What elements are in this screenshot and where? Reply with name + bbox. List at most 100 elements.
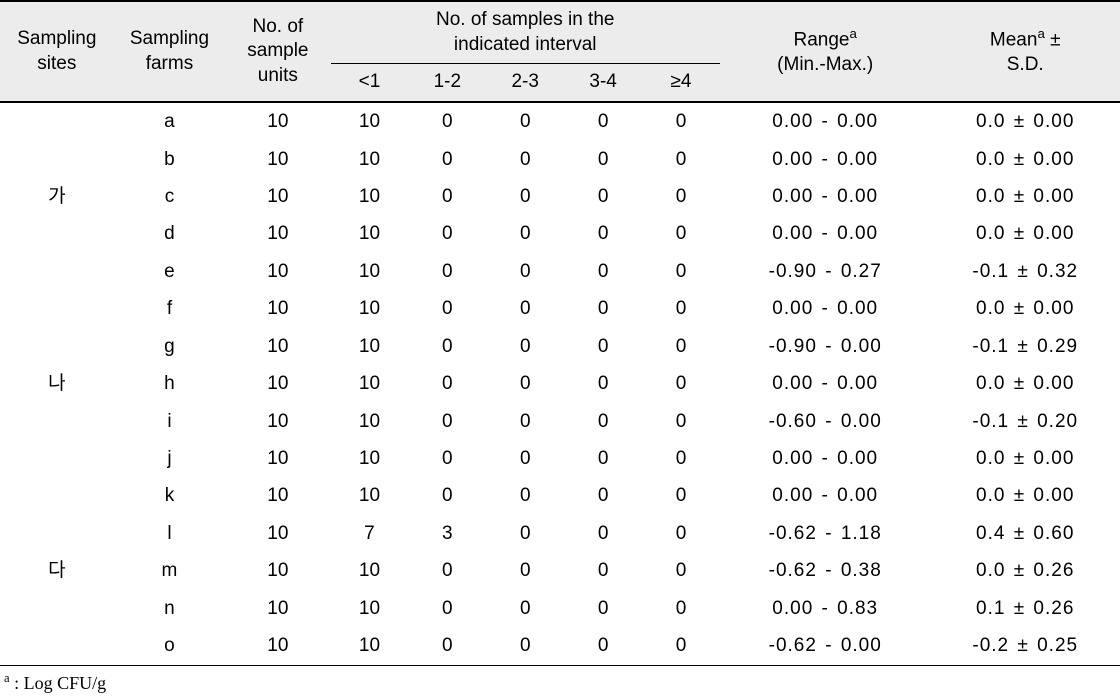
cell-range: -0.62 - 0.00 — [720, 627, 931, 665]
cell-int-4: 0 — [642, 253, 720, 290]
cell-int-1: 0 — [408, 403, 486, 440]
cell-int-1: 0 — [408, 141, 486, 178]
cell-farm: i — [114, 403, 226, 440]
cell-int-4: 0 — [642, 290, 720, 327]
cell-int-0: 10 — [331, 178, 409, 215]
table-row: l1073000-0.62 - 1.180.4 ± 0.60 — [0, 515, 1120, 552]
cell-int-1: 0 — [408, 440, 486, 477]
table-row: 나h101000000.00 - 0.000.0 ± 0.00 — [0, 365, 1120, 402]
cell-int-0: 10 — [331, 477, 409, 514]
cell-mean: 0.1 ± 0.26 — [930, 590, 1120, 627]
cell-range: 0.00 - 0.00 — [720, 440, 931, 477]
cell-site — [0, 477, 114, 514]
cell-site — [0, 440, 114, 477]
cell-site — [0, 403, 114, 440]
cell-farm: k — [114, 477, 226, 514]
cell-range: 0.00 - 0.00 — [720, 178, 931, 215]
table-row: a101000000.00 - 0.000.0 ± 0.00 — [0, 102, 1120, 140]
cell-int-3: 0 — [564, 178, 642, 215]
cell-site — [0, 627, 114, 665]
cell-site — [0, 515, 114, 552]
cell-range: 0.00 - 0.00 — [720, 215, 931, 252]
cell-int-2: 0 — [486, 590, 564, 627]
cell-farm: l — [114, 515, 226, 552]
cell-int-0: 10 — [331, 290, 409, 327]
cell-site — [0, 253, 114, 290]
cell-units: 10 — [225, 477, 330, 514]
cell-farm: m — [114, 552, 226, 589]
cell-units: 10 — [225, 102, 330, 140]
cell-mean: 0.0 ± 0.26 — [930, 552, 1120, 589]
cell-int-4: 0 — [642, 141, 720, 178]
cell-farm: d — [114, 215, 226, 252]
cell-range: -0.62 - 0.38 — [720, 552, 931, 589]
table-row: n101000000.00 - 0.830.1 ± 0.26 — [0, 590, 1120, 627]
table-row: d101000000.00 - 0.000.0 ± 0.00 — [0, 215, 1120, 252]
cell-int-0: 10 — [331, 215, 409, 252]
cell-int-3: 0 — [564, 552, 642, 589]
cell-range: -0.60 - 0.00 — [720, 403, 931, 440]
cell-int-0: 7 — [331, 515, 409, 552]
cell-int-0: 10 — [331, 403, 409, 440]
table-row: j101000000.00 - 0.000.0 ± 0.00 — [0, 440, 1120, 477]
cell-int-1: 0 — [408, 102, 486, 140]
cell-int-4: 0 — [642, 328, 720, 365]
cell-int-1: 0 — [408, 253, 486, 290]
cell-int-1: 0 — [408, 590, 486, 627]
cell-farm: f — [114, 290, 226, 327]
cell-int-2: 0 — [486, 253, 564, 290]
col-int-3: 3-4 — [564, 64, 642, 102]
cell-int-3: 0 — [564, 440, 642, 477]
cell-int-1: 0 — [408, 328, 486, 365]
cell-units: 10 — [225, 590, 330, 627]
cell-int-1: 0 — [408, 215, 486, 252]
cell-mean: 0.0 ± 0.00 — [930, 178, 1120, 215]
cell-int-0: 10 — [331, 328, 409, 365]
cell-int-2: 0 — [486, 141, 564, 178]
cell-int-1: 0 — [408, 290, 486, 327]
cell-int-2: 0 — [486, 102, 564, 140]
cell-int-3: 0 — [564, 365, 642, 402]
cell-int-3: 0 — [564, 627, 642, 665]
cell-units: 10 — [225, 440, 330, 477]
cell-range: -0.90 - 0.00 — [720, 328, 931, 365]
cell-site — [0, 215, 114, 252]
cell-range: -0.62 - 1.18 — [720, 515, 931, 552]
cell-units: 10 — [225, 403, 330, 440]
cell-int-4: 0 — [642, 515, 720, 552]
cell-range: 0.00 - 0.00 — [720, 102, 931, 140]
cell-farm: a — [114, 102, 226, 140]
cell-mean: 0.0 ± 0.00 — [930, 215, 1120, 252]
cell-int-3: 0 — [564, 477, 642, 514]
cell-units: 10 — [225, 253, 330, 290]
cell-mean: -0.2 ± 0.25 — [930, 627, 1120, 665]
cell-int-0: 10 — [331, 627, 409, 665]
cell-int-2: 0 — [486, 290, 564, 327]
cell-mean: 0.0 ± 0.00 — [930, 141, 1120, 178]
cell-units: 10 — [225, 365, 330, 402]
cell-int-2: 0 — [486, 552, 564, 589]
cell-site: 다 — [0, 552, 114, 589]
cell-units: 10 — [225, 515, 330, 552]
cell-int-1: 0 — [408, 627, 486, 665]
col-group-intervals: No. of samples in theindicated interval — [331, 1, 720, 64]
cell-mean: -0.1 ± 0.29 — [930, 328, 1120, 365]
cell-units: 10 — [225, 328, 330, 365]
col-int-1: 1-2 — [408, 64, 486, 102]
cell-range: 0.00 - 0.83 — [720, 590, 931, 627]
cell-mean: -0.1 ± 0.32 — [930, 253, 1120, 290]
cell-int-0: 10 — [331, 590, 409, 627]
cell-int-3: 0 — [564, 253, 642, 290]
cell-int-2: 0 — [486, 215, 564, 252]
cell-range: -0.90 - 0.27 — [720, 253, 931, 290]
cell-int-1: 3 — [408, 515, 486, 552]
cell-units: 10 — [225, 215, 330, 252]
cell-int-4: 0 — [642, 477, 720, 514]
cell-int-4: 0 — [642, 102, 720, 140]
cell-int-2: 0 — [486, 328, 564, 365]
cell-int-3: 0 — [564, 590, 642, 627]
table-row: 가c101000000.00 - 0.000.0 ± 0.00 — [0, 178, 1120, 215]
footnote-row: a : Log CFU/g — [0, 665, 1120, 697]
cell-int-2: 0 — [486, 403, 564, 440]
cell-site: 나 — [0, 365, 114, 402]
